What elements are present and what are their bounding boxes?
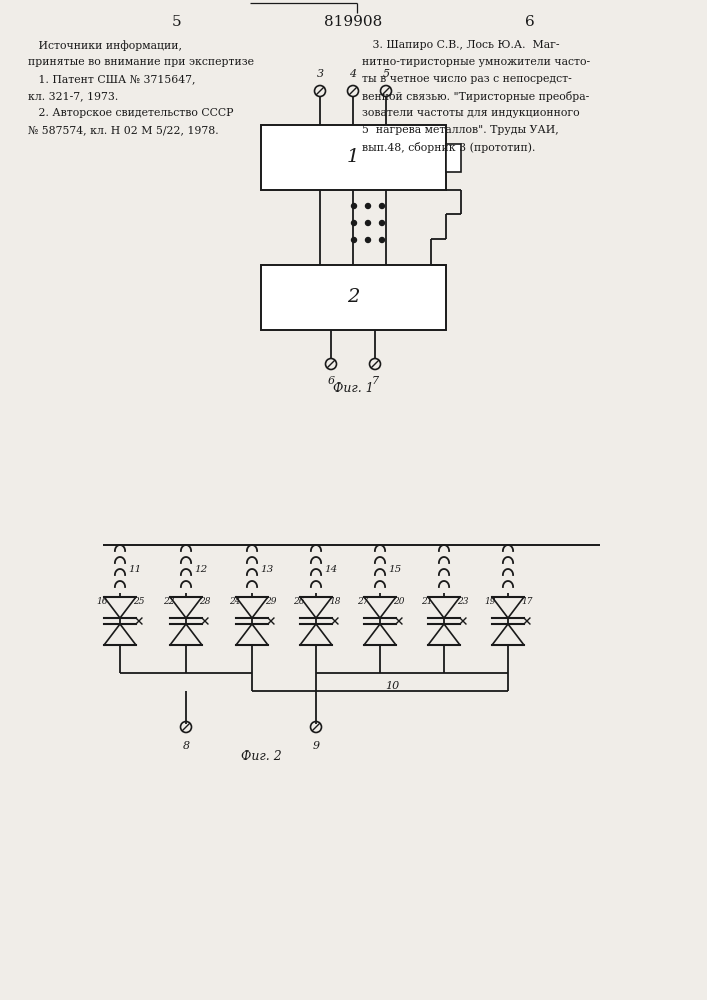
Text: нитно-тиристорные умножители часто-: нитно-тиристорные умножители часто-	[362, 57, 590, 67]
Text: 6: 6	[525, 15, 535, 29]
Bar	[445, 143, 460, 172]
Text: ты в четное число раз с непосредст-: ты в четное число раз с непосредст-	[362, 74, 572, 84]
Text: 819908: 819908	[324, 15, 382, 29]
Circle shape	[380, 237, 385, 242]
Circle shape	[366, 204, 370, 209]
Text: 3: 3	[317, 69, 324, 79]
Text: 9: 9	[312, 741, 320, 751]
Text: 6: 6	[327, 376, 334, 386]
Text: вып.48, сборник 3 (прототип).: вып.48, сборник 3 (прототип).	[362, 142, 535, 153]
Text: 13: 13	[260, 564, 273, 574]
Text: 5: 5	[173, 15, 182, 29]
Text: 11: 11	[128, 564, 141, 574]
Text: принятые во внимание при экспертизе: принятые во внимание при экспертизе	[28, 57, 254, 67]
Text: 2. Авторское свидетельство СССР: 2. Авторское свидетельство СССР	[28, 108, 233, 118]
Circle shape	[351, 237, 356, 242]
Text: 18: 18	[329, 596, 341, 605]
Text: 17: 17	[521, 596, 532, 605]
Text: № 587574, кл. Н 02 М 5/22, 1978.: № 587574, кл. Н 02 М 5/22, 1978.	[28, 125, 218, 135]
Text: 14: 14	[324, 564, 337, 574]
Text: 7: 7	[371, 376, 378, 386]
Text: 10: 10	[385, 681, 399, 691]
Text: 19: 19	[484, 596, 496, 605]
Text: Источники информации,: Источники информации,	[28, 40, 182, 51]
Bar	[260, 125, 445, 190]
Text: зователи частоты для индукционного: зователи частоты для индукционного	[362, 108, 580, 118]
Text: 16: 16	[97, 596, 108, 605]
Circle shape	[351, 204, 356, 209]
Text: 8: 8	[182, 741, 189, 751]
Text: 21: 21	[421, 596, 432, 605]
Text: Фиг. 2: Фиг. 2	[240, 750, 281, 764]
Text: 27: 27	[356, 596, 368, 605]
Text: 28: 28	[199, 596, 211, 605]
Text: Фиг. 1: Фиг. 1	[332, 381, 373, 394]
Text: 15: 15	[388, 564, 402, 574]
Circle shape	[366, 221, 370, 226]
Circle shape	[366, 237, 370, 242]
Text: 23: 23	[457, 596, 469, 605]
Text: 24: 24	[228, 596, 240, 605]
Text: 26: 26	[293, 596, 304, 605]
Text: 25: 25	[133, 596, 144, 605]
Text: 4: 4	[349, 69, 356, 79]
Text: кл. 321-7, 1973.: кл. 321-7, 1973.	[28, 91, 118, 101]
Text: 12: 12	[194, 564, 207, 574]
Text: 3. Шапиро С.В., Лось Ю.А.  Маг-: 3. Шапиро С.В., Лось Ю.А. Маг-	[362, 40, 559, 50]
Circle shape	[380, 204, 385, 209]
Text: 5: 5	[382, 69, 390, 79]
Text: 1. Патент США № 3715647,: 1. Патент США № 3715647,	[28, 74, 196, 84]
Bar	[260, 265, 445, 330]
Text: 20: 20	[393, 596, 404, 605]
Text: 5  нагрева металлов". Труды УАИ,: 5 нагрева металлов". Труды УАИ,	[362, 125, 559, 135]
Text: 2: 2	[347, 288, 359, 306]
Circle shape	[351, 221, 356, 226]
Text: венной связью. "Тиристорные преобра-: венной связью. "Тиристорные преобра-	[362, 91, 589, 102]
Text: 1: 1	[347, 148, 359, 166]
Text: 22: 22	[163, 596, 174, 605]
Circle shape	[380, 221, 385, 226]
Text: 29: 29	[265, 596, 276, 605]
